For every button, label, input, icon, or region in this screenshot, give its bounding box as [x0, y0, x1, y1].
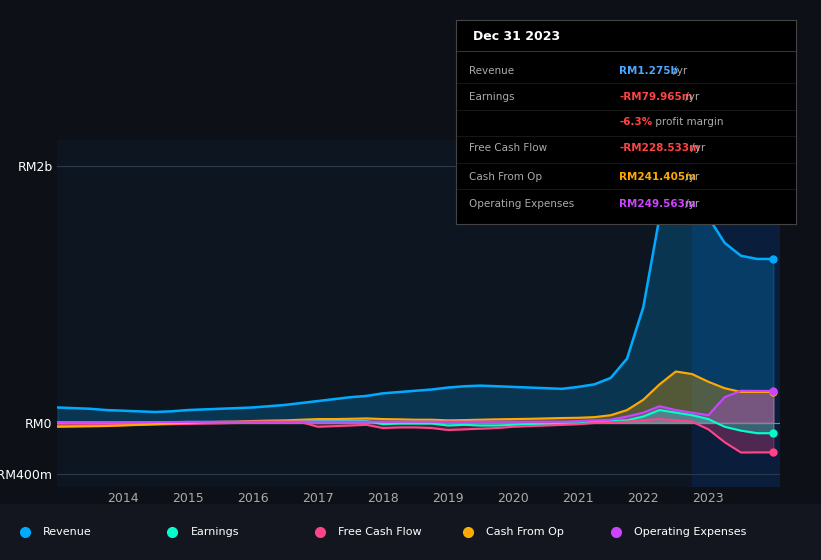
Text: /yr: /yr — [682, 172, 699, 182]
Text: profit margin: profit margin — [652, 117, 723, 127]
Text: Dec 31 2023: Dec 31 2023 — [473, 30, 560, 43]
Text: -RM228.533m: -RM228.533m — [619, 143, 700, 153]
Text: Cash From Op: Cash From Op — [470, 172, 543, 182]
Text: RM249.563m: RM249.563m — [619, 199, 696, 208]
Text: Earnings: Earnings — [470, 92, 515, 102]
Text: Revenue: Revenue — [43, 527, 91, 537]
Text: Operating Expenses: Operating Expenses — [634, 527, 746, 537]
Text: -6.3%: -6.3% — [619, 117, 653, 127]
Text: Cash From Op: Cash From Op — [486, 527, 564, 537]
Text: Free Cash Flow: Free Cash Flow — [470, 143, 548, 153]
Text: RM1.275b: RM1.275b — [619, 66, 678, 76]
Text: RM241.405m: RM241.405m — [619, 172, 696, 182]
Bar — [692, 140, 780, 487]
Text: /yr: /yr — [682, 92, 699, 102]
Text: /yr: /yr — [682, 199, 699, 208]
Text: Earnings: Earnings — [190, 527, 239, 537]
Text: /yr: /yr — [688, 143, 705, 153]
Text: Free Cash Flow: Free Cash Flow — [338, 527, 422, 537]
Text: Operating Expenses: Operating Expenses — [470, 199, 575, 208]
Text: /yr: /yr — [670, 66, 687, 76]
Text: Revenue: Revenue — [470, 66, 515, 76]
Text: -RM79.965m: -RM79.965m — [619, 92, 693, 102]
